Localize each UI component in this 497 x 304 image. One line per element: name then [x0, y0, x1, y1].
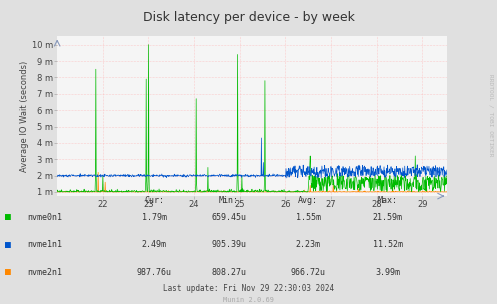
Text: Min:: Min: [219, 196, 239, 205]
Text: 11.52m: 11.52m [373, 240, 403, 249]
Text: Max:: Max: [378, 196, 398, 205]
Text: Last update: Fri Nov 29 22:30:03 2024: Last update: Fri Nov 29 22:30:03 2024 [163, 284, 334, 293]
Text: 1.79m: 1.79m [142, 213, 166, 222]
Text: Munin 2.0.69: Munin 2.0.69 [223, 298, 274, 303]
Text: 21.59m: 21.59m [373, 213, 403, 222]
Text: 808.27u: 808.27u [211, 268, 246, 277]
Text: 905.39u: 905.39u [211, 240, 246, 249]
Text: 966.72u: 966.72u [291, 268, 326, 277]
Text: 659.45u: 659.45u [211, 213, 246, 222]
Text: 2.49m: 2.49m [142, 240, 166, 249]
Text: ■: ■ [5, 212, 11, 222]
Text: nvme1n1: nvme1n1 [27, 240, 62, 249]
Text: 1.55m: 1.55m [296, 213, 321, 222]
Text: nvme2n1: nvme2n1 [27, 268, 62, 277]
Text: ■: ■ [5, 240, 11, 250]
Text: Disk latency per device - by week: Disk latency per device - by week [143, 11, 354, 24]
Text: 987.76u: 987.76u [137, 268, 171, 277]
Text: nvme0n1: nvme0n1 [27, 213, 62, 222]
Y-axis label: Average IO Wait (seconds): Average IO Wait (seconds) [20, 61, 29, 172]
Text: Avg:: Avg: [298, 196, 318, 205]
Text: 3.99m: 3.99m [375, 268, 400, 277]
Text: ■: ■ [5, 267, 11, 277]
Text: RRDTOOL / TOBI OETIKER: RRDTOOL / TOBI OETIKER [489, 74, 494, 157]
Text: Cur:: Cur: [144, 196, 164, 205]
Text: 2.23m: 2.23m [296, 240, 321, 249]
